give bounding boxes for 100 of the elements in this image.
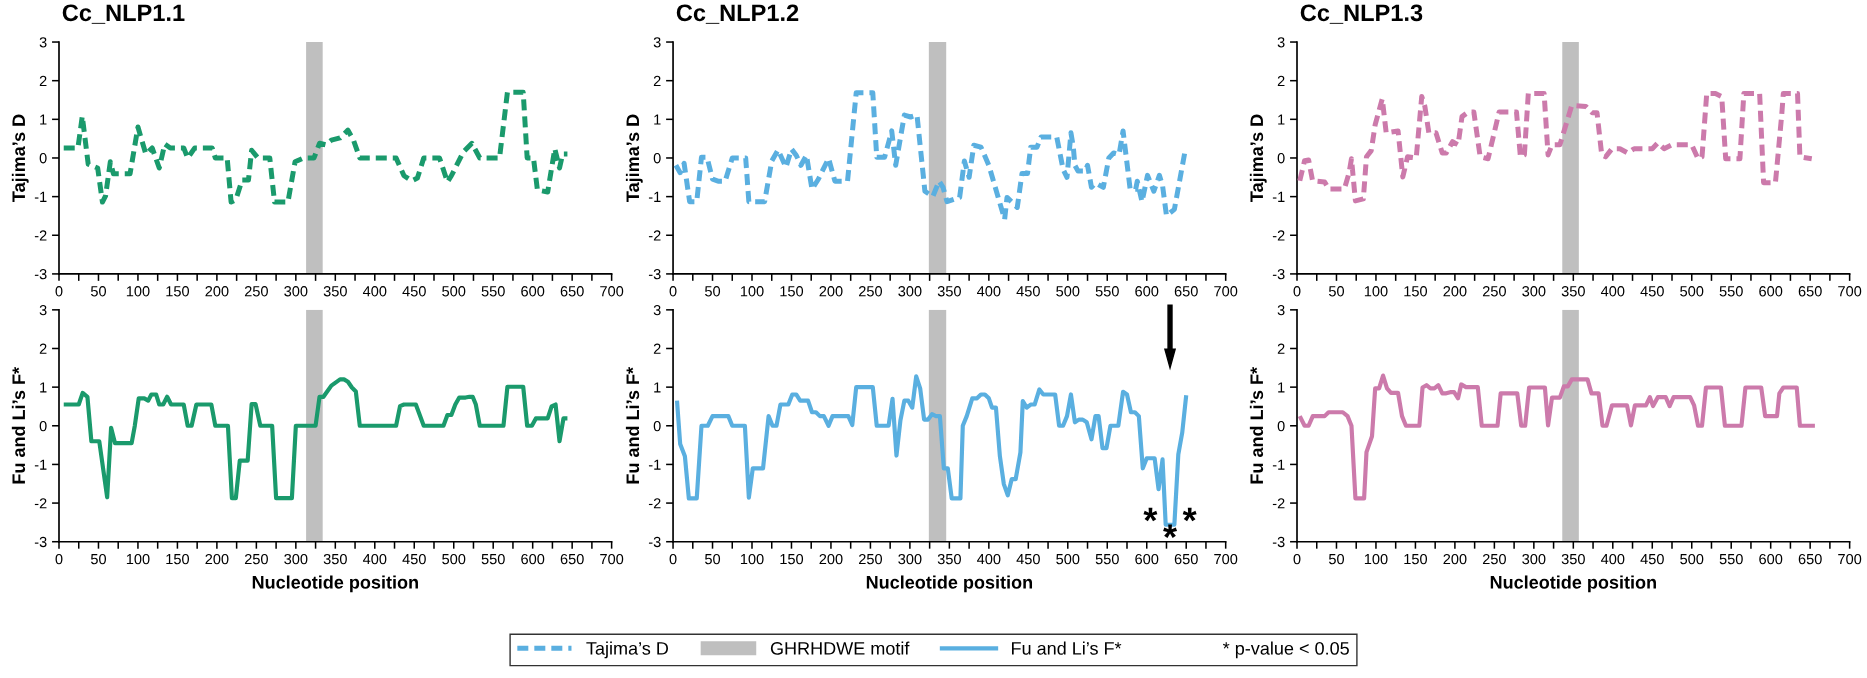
x-tick-label: 100 [126, 286, 150, 297]
x-tick-label: 700 [600, 553, 624, 565]
chart-title: Cc_NLP1.3 [1300, 4, 1423, 24]
x-tick-label: 450 [1640, 286, 1664, 297]
x-tick-label: 650 [1174, 286, 1198, 297]
y-tick-label: 0 [1277, 420, 1285, 432]
x-tick-label: 150 [166, 553, 190, 565]
annotation: * [1182, 507, 1197, 522]
y-tick-label: 2 [39, 75, 47, 86]
x-tick-label: 700 [1214, 286, 1238, 297]
x-tick-label: 600 [1135, 286, 1159, 297]
x-tick-label: 650 [560, 553, 584, 565]
x-tick-label: 400 [977, 553, 1001, 565]
x-tick-label: 700 [600, 286, 624, 297]
x-tick-label: 200 [205, 286, 229, 297]
x-tick-label: 150 [780, 553, 804, 565]
y-tick-label: 1 [40, 382, 47, 393]
x-tick-label: 300 [284, 553, 308, 565]
y-axis-title: Tajima’s D [1249, 114, 1267, 202]
x-tick-label: 100 [1364, 286, 1388, 297]
y-tick-label: -1 [648, 191, 661, 202]
y-tick-label: -2 [1272, 498, 1285, 509]
x-tick-label: 100 [126, 553, 150, 565]
y-axis-title: Fu and Li’s F* [11, 366, 26, 484]
x-tick-label: 550 [1719, 286, 1743, 297]
x-tick-label: 350 [1561, 553, 1585, 565]
x-tick-label: 100 [740, 553, 764, 565]
y-tick-label: 1 [40, 114, 47, 125]
x-tick-label: 450 [402, 553, 426, 565]
x-tick-label: 50 [1328, 286, 1345, 297]
chart-title: Cc_NLP1.1 [62, 4, 185, 24]
x-tick-label: 300 [898, 286, 922, 297]
x-tick-label: 200 [205, 553, 229, 565]
y-axis-title: Fu and Li’s F* [625, 366, 640, 484]
x-tick-label: 150 [1404, 286, 1428, 297]
x-tick-label: 650 [560, 286, 584, 297]
x-tick-label: 400 [362, 286, 387, 297]
x-tick-label: 0 [669, 553, 677, 565]
x-tick-label: 300 [1522, 553, 1546, 565]
x-tick-label: 550 [1719, 553, 1743, 565]
y-axis-title: Tajima’s D [11, 114, 29, 202]
x-tick-label: 350 [323, 553, 347, 565]
y-tick-label: -2 [34, 230, 47, 241]
y-tick-label: 2 [1277, 75, 1285, 86]
y-tick-label: -1 [34, 459, 47, 470]
y-tick-label: -1 [1272, 459, 1285, 470]
x-tick-label: 550 [481, 286, 505, 297]
x-axis-title: Nucleotide position [1490, 575, 1656, 593]
legend-label: GHRHDWE motif [770, 641, 910, 655]
x-tick-label: 250 [858, 553, 883, 565]
line-series [61, 377, 570, 501]
y-tick-label: -3 [34, 269, 47, 280]
y-tick-label: 3 [1277, 304, 1285, 316]
x-tick-label: 500 [1056, 286, 1080, 297]
x-tick-label: 0 [1293, 286, 1301, 297]
x-tick-label: 250 [1482, 553, 1506, 565]
x-tick-label: 600 [1759, 553, 1783, 565]
x-tick-label: 350 [1561, 286, 1585, 297]
x-tick-label: 550 [481, 553, 505, 565]
y-tick-label: -2 [34, 498, 47, 509]
x-tick-label: 600 [521, 286, 545, 297]
x-tick-label: 550 [1095, 286, 1119, 297]
x-tick-label: 450 [1016, 553, 1040, 565]
x-tick-label: 0 [1293, 553, 1301, 565]
x-tick-label: 500 [1056, 553, 1080, 565]
y-axis-title: Tajima’s D [625, 114, 643, 202]
x-tick-label: 500 [1680, 553, 1704, 565]
x-tick-label: 500 [1680, 286, 1704, 297]
legend-label: Fu and Li’s F* [1012, 641, 1122, 655]
x-tick-label: 150 [780, 286, 804, 297]
y-tick-label: -3 [1272, 269, 1285, 280]
x-tick-label: 250 [858, 286, 883, 297]
x-tick-label: 150 [1404, 553, 1428, 565]
x-axis-title: Nucleotide position [866, 575, 1033, 593]
y-tick-label: 0 [653, 153, 661, 164]
y-tick-label: -3 [648, 269, 661, 280]
x-tick-label: 700 [1838, 286, 1862, 297]
x-tick-label: 50 [705, 553, 721, 565]
x-tick-label: 50 [705, 286, 721, 297]
y-tick-label: 0 [1277, 153, 1285, 164]
y-tick-label: -1 [34, 191, 47, 202]
y-tick-label: 3 [39, 37, 47, 48]
x-tick-label: 100 [740, 286, 764, 297]
x-tick-label: 300 [284, 286, 308, 297]
x-tick-label: 400 [1600, 286, 1625, 297]
x-tick-label: 700 [1214, 553, 1238, 565]
x-tick-label: 400 [362, 553, 387, 565]
x-tick-label: 0 [669, 286, 677, 297]
x-tick-label: 600 [1135, 553, 1159, 565]
y-tick-label: 1 [1278, 382, 1285, 393]
annotation: * [1163, 524, 1178, 538]
y-tick-label: -3 [34, 536, 47, 548]
x-tick-label: 50 [1328, 553, 1345, 565]
y-tick-label: 2 [653, 75, 661, 86]
text: * p-value < 0.05 [1223, 641, 1349, 659]
x-tick-label: 400 [977, 286, 1001, 297]
x-tick-label: 650 [1798, 553, 1822, 565]
y-tick-label: 2 [39, 343, 47, 354]
y-tick-label: 1 [654, 114, 661, 125]
y-tick-label: -1 [1272, 191, 1285, 202]
